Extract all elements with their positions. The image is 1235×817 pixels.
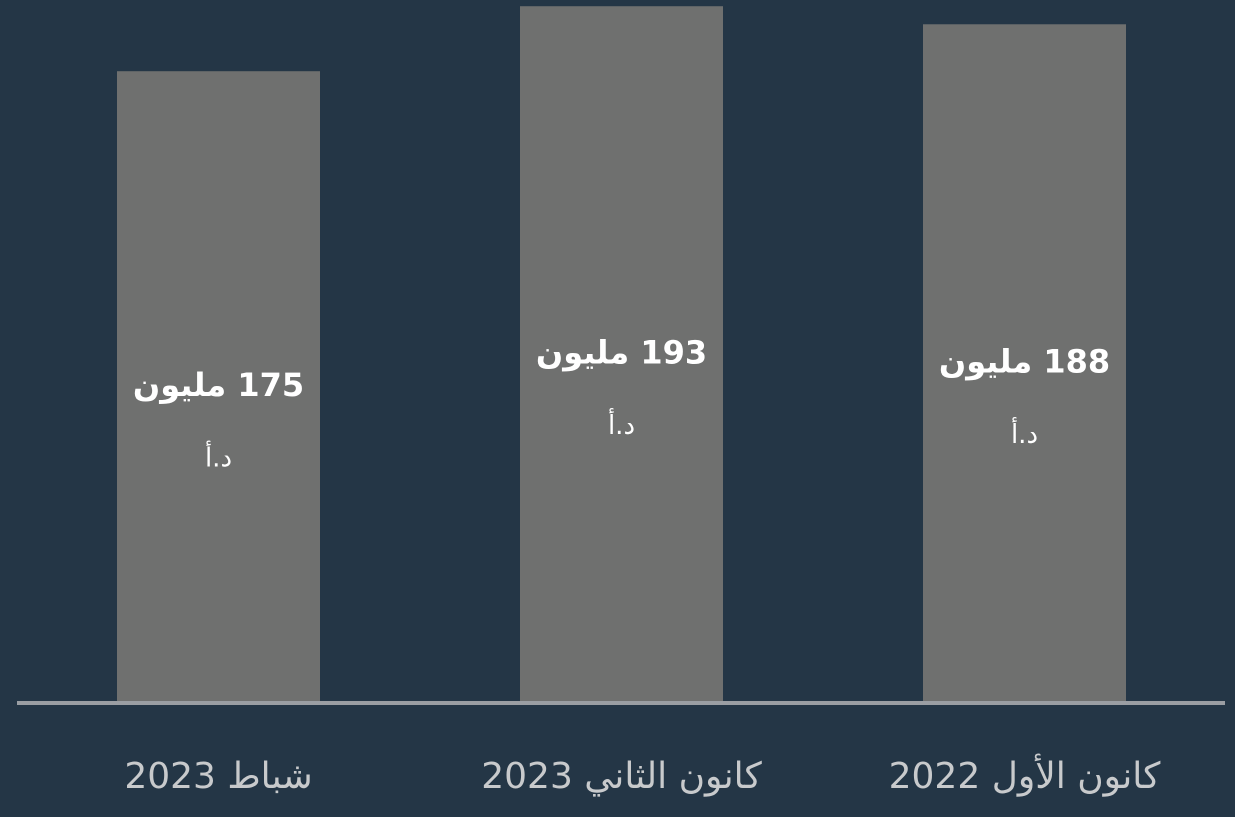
value-label: 175 مليون: [133, 366, 304, 404]
unit-label: د.أ: [1011, 416, 1038, 450]
x-tick-label: كانون الأول 2022: [889, 753, 1162, 797]
x-tick-label: كانون الثاني 2023: [481, 756, 762, 797]
unit-label: د.أ: [608, 407, 635, 441]
value-label: 188 مليون: [939, 343, 1110, 381]
x-tick-label: شباط 2023: [124, 756, 312, 797]
bar: [520, 6, 723, 703]
bar: [923, 24, 1126, 704]
value-label: 193 مليون: [536, 334, 707, 372]
unit-label: د.أ: [205, 440, 232, 474]
bar: [117, 71, 320, 703]
